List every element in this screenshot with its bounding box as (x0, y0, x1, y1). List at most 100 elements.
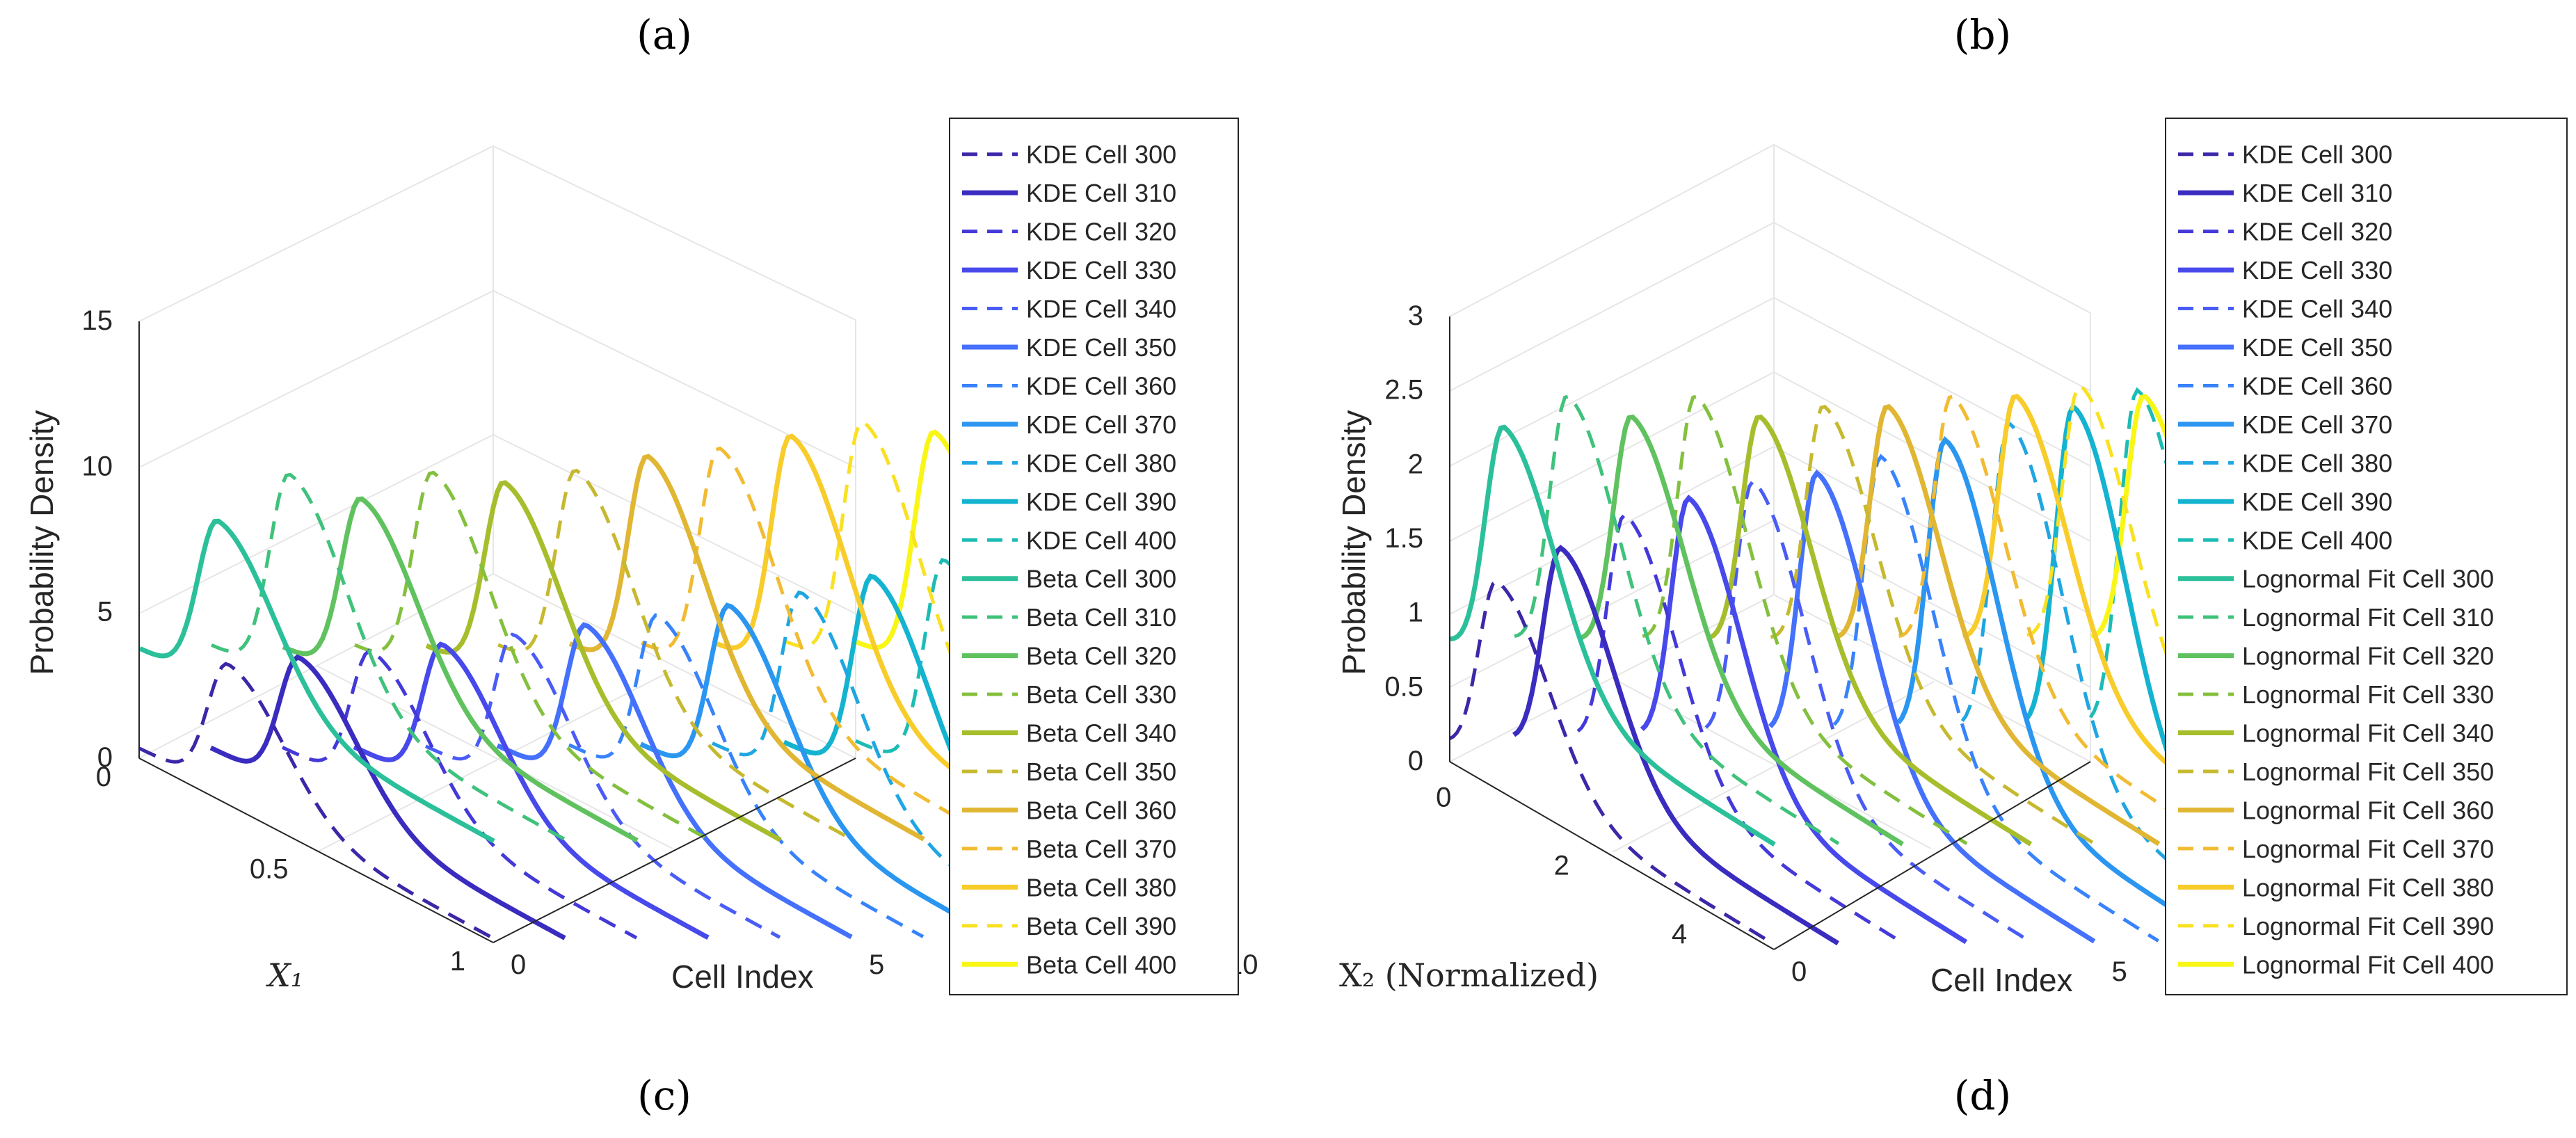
legend-entry: KDE Cell 400 (1026, 526, 1176, 554)
z-tick-label: 0 (97, 742, 113, 773)
legend-entry: Lognormal Fit Cell 300 (2242, 565, 2494, 593)
z-tick-label: 3 (1408, 300, 1423, 331)
z-tick-label: 10 (82, 451, 113, 481)
legend-entry: Lognormal Fit Cell 400 (2242, 950, 2494, 979)
legend-entry: Lognormal Fit Cell 350 (2242, 758, 2494, 786)
fit-curve-cell-340 (1706, 414, 2033, 847)
panel-label-b: (b) (1954, 11, 2011, 58)
legend-entry: KDE Cell 320 (2242, 218, 2392, 246)
z-tick-label: 0.5 (1384, 671, 1423, 702)
legend-entry: KDE Cell 340 (2242, 295, 2392, 323)
legend-entry: KDE Cell 350 (2242, 333, 2392, 362)
plot-left-xlabel: X₁ (266, 956, 303, 994)
legend-entry: KDE Cell 370 (2242, 410, 2392, 439)
legend-box (2165, 118, 2568, 995)
legend-entry: KDE Cell 370 (1026, 410, 1176, 439)
x-tick-label: 1 (450, 946, 465, 977)
legend-entry: Lognormal Fit Cell 380 (2242, 873, 2494, 901)
fit-curve-cell-370 (641, 446, 997, 841)
fit-curve-cell-350 (497, 468, 854, 842)
legend-entry: Beta Cell 350 (1026, 758, 1176, 786)
fit-curve-cell-320 (282, 496, 639, 843)
kde-curve-cell-370 (639, 602, 996, 939)
fit-curve-cell-360 (568, 454, 925, 842)
kde-curve-cell-330 (353, 641, 710, 940)
legend-entry: KDE Cell 340 (1026, 295, 1176, 323)
x-tick-label: 0 (1436, 783, 1451, 813)
kde-curve-cell-300 (138, 662, 495, 940)
legend-entry: KDE Cell 360 (2242, 371, 2392, 400)
legend-entry: KDE Cell 330 (2242, 256, 2392, 284)
fit-curve-cell-340 (425, 480, 782, 842)
legend-entry: Lognormal Fit Cell 340 (2242, 719, 2494, 748)
kde-curve-cell-360 (1832, 454, 2159, 943)
x-tick-label: 0.5 (250, 854, 289, 885)
plot-left-zlabel: Probability Density (24, 410, 60, 675)
kde-curve-cell-320 (1576, 512, 1903, 944)
plot-right-zlabel: Probability Density (1336, 410, 1372, 675)
legend-entry: Lognormal Fit Cell 370 (2242, 835, 2494, 863)
fit-curve-cell-300 (138, 518, 495, 844)
kde-curve-cell-360 (568, 613, 925, 938)
legend-entry: KDE Cell 330 (1026, 256, 1176, 284)
fit-curve-cell-320 (1578, 414, 1904, 847)
kde-curve-cell-320 (281, 648, 638, 940)
legend-right: KDE Cell 300 KDE Cell 310 KDE Cell 320 KDE … (2165, 118, 2568, 995)
panel-label-a: (a) (637, 11, 692, 58)
legend-entry: Beta Cell 340 (1026, 719, 1176, 748)
legend-entry: Beta Cell 330 (1026, 680, 1176, 709)
legend-left: KDE Cell 300 KDE Cell 310 KDE Cell 320 KDE … (949, 118, 1239, 995)
legend-entry: KDE Cell 380 (2242, 449, 2392, 477)
legend-entry: KDE Cell 400 (2242, 526, 2392, 554)
y-tick-label: 0 (511, 949, 526, 980)
x-tick-label: 0 (96, 762, 111, 792)
legend-entry: Beta Cell 400 (1026, 950, 1176, 979)
legend-entry: KDE Cell 310 (1026, 179, 1176, 207)
z-tick-label: 5 (97, 597, 113, 627)
plot-right-ticks: 00.511.522.530240510 (1384, 300, 2463, 987)
fit-curve-cell-330 (354, 470, 710, 842)
z-tick-label: 2 (1408, 449, 1423, 479)
panel-label-d: (d) (1954, 1072, 2011, 1119)
legend-box (949, 118, 1239, 995)
kde-curve-cell-330 (1640, 494, 1968, 945)
legend-entry: Beta Cell 300 (1026, 565, 1176, 593)
legend-entry: Lognormal Fit Cell 360 (2242, 796, 2494, 824)
fit-curve-cell-350 (1770, 404, 2096, 846)
legend-entry: KDE Cell 390 (2242, 488, 2392, 516)
z-tick-label: 1.5 (1384, 523, 1423, 554)
legend-entry: KDE Cell 300 (2242, 141, 2392, 169)
legend-entry: KDE Cell 380 (1026, 449, 1176, 477)
legend-entry: Beta Cell 370 (1026, 835, 1176, 863)
panel-label-c: (c) (637, 1072, 691, 1119)
z-tick-label: 15 (82, 305, 113, 336)
fit-curve-cell-310 (1514, 394, 1840, 845)
z-tick-label: 0 (1408, 746, 1423, 776)
plot-left-ylabel: Cell Index (671, 959, 814, 995)
legend-entry: KDE Cell 320 (1026, 218, 1176, 246)
legend-entry: Lognormal Fit Cell 330 (2242, 680, 2494, 709)
fit-curve-cell-300 (1450, 424, 1776, 847)
y-tick-label: 5 (2112, 956, 2127, 987)
legend-entry: KDE Cell 350 (1026, 333, 1176, 362)
kde-curve-cell-340 (1704, 479, 2031, 943)
x-tick-label: 2 (1554, 851, 1569, 881)
legend-entry: Beta Cell 310 (1026, 603, 1176, 632)
fit-curve-cell-330 (1642, 394, 1968, 845)
x-tick-label: 4 (1672, 919, 1687, 949)
y-tick-label: 5 (869, 949, 884, 980)
z-tick-label: 2.5 (1384, 375, 1423, 406)
plot-right-ylabel: Cell Index (1930, 962, 2073, 998)
kde-curve-cell-300 (1448, 579, 1775, 946)
plot-right-axes (1449, 316, 2091, 950)
legend-entry: Lognormal Fit Cell 310 (2242, 603, 2494, 632)
kde-curve-cell-340 (424, 632, 781, 939)
legend-entry: KDE Cell 390 (1026, 488, 1176, 516)
legend-entry: Beta Cell 320 (1026, 642, 1176, 671)
plot-left-curves (138, 419, 1212, 940)
legend-entry: KDE Cell 360 (1026, 371, 1176, 400)
legend-entry: Beta Cell 380 (1026, 873, 1176, 901)
legend-entry: Beta Cell 390 (1026, 912, 1176, 940)
legend-entry: KDE Cell 310 (2242, 179, 2392, 207)
